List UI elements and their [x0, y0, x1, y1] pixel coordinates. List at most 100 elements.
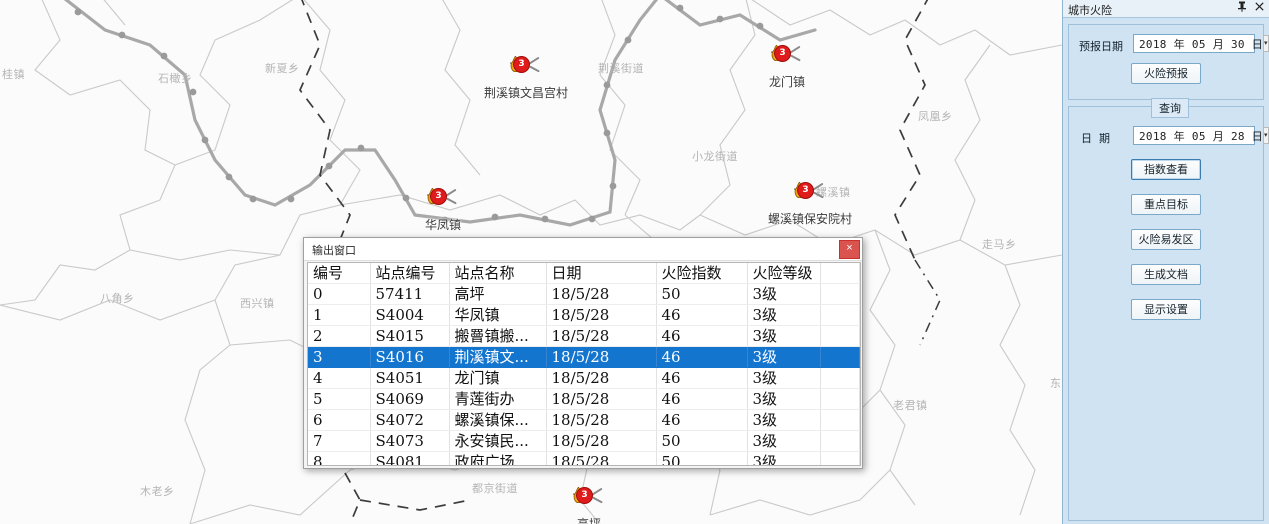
map-label: 石橄乡 [158, 72, 193, 85]
table-row[interactable]: 5 S4069 青莲街办 18/5/28 46 3级 [308, 388, 860, 410]
city-fire-risk-panel: 城市火险 预报日期 2018 [1062, 0, 1269, 524]
table-cell: 18/5/28 [546, 430, 657, 452]
table-cell: 3级 [747, 388, 821, 410]
table-cell [820, 367, 860, 389]
map-label: 荆溪街道 [598, 62, 644, 75]
table-cell: S4004 [370, 304, 450, 326]
table-cell: S4072 [370, 409, 450, 431]
map-label: 走马乡 [982, 238, 1017, 251]
table-cell: 7 [308, 430, 371, 452]
map-label: 螺溪镇 [816, 186, 851, 199]
table-cell: 57411 [370, 283, 450, 305]
table-cell: S4081 [370, 451, 450, 465]
table-cell [820, 346, 860, 368]
table-cell [820, 304, 860, 326]
table-cell: 火险指数 [656, 263, 748, 284]
fire-risk-marker[interactable]: 3 荆溪镇文昌宫村 [484, 56, 568, 101]
forecast-date-label: 预报日期 [1079, 40, 1123, 53]
chevron-down-icon[interactable]: ▾ [1263, 35, 1269, 52]
table-cell: 18/5/28 [546, 409, 657, 431]
fire-marker-glyph: 3 [426, 188, 460, 218]
fire-level-badge: 3 [774, 45, 791, 62]
table-cell: 46 [656, 388, 748, 410]
pin-icon[interactable] [1235, 1, 1249, 15]
close-icon[interactable] [1252, 1, 1266, 15]
query-button-3[interactable]: 生成文档 [1131, 264, 1201, 285]
table-row[interactable]: 1 S4004 华凤镇 18/5/28 46 3级 [308, 304, 860, 326]
fire-marker-label: 华凤镇 [424, 218, 461, 232]
table-cell: 8 [308, 451, 371, 465]
table-cell: 日期 [546, 263, 657, 284]
fire-risk-marker[interactable]: 3 高坪 [547, 487, 631, 524]
table-cell: 3级 [747, 283, 821, 305]
fire-level-badge: 3 [430, 188, 447, 205]
query-group-title: 查询 [1151, 98, 1189, 118]
table-header-row[interactable]: 编号 站点编号 站点名称 日期 火险指数 火险等级 [308, 263, 860, 284]
table-cell [820, 388, 860, 410]
table-cell: 4 [308, 367, 371, 389]
fire-level-badge: 3 [797, 182, 814, 199]
fire-marker-label: 荆溪镇文昌宫村 [484, 86, 569, 100]
fire-risk-marker[interactable]: 3 龙门镇 [745, 45, 829, 90]
fire-marker-label: 龙门镇 [768, 75, 805, 89]
fire-marker-glyph: 3 [793, 182, 827, 212]
table-cell: 46 [656, 325, 748, 347]
query-button-1[interactable]: 重点目标 [1131, 194, 1201, 215]
query-date-label: 日 期 [1081, 132, 1110, 145]
fire-risk-marker[interactable]: 3 螺溪镇保安院村 [768, 182, 852, 227]
table-cell: S4069 [370, 388, 450, 410]
query-button-2[interactable]: 火险易发区 [1131, 229, 1201, 250]
results-grid-container[interactable]: 编号 站点编号 站点名称 日期 火险指数 火险等级 0 57411 高坪 18/5/28 50 3级 1… [307, 262, 861, 466]
fire-risk-marker[interactable]: 3 华凤镇 [401, 188, 485, 233]
forecast-group: 预报日期 2018 年 05 月 30 日 ▾ 火险预报 [1068, 24, 1269, 100]
table-cell [820, 430, 860, 452]
table-row[interactable]: 2 S4015 搬罾镇搬... 18/5/28 46 3级 [308, 325, 860, 347]
fire-forecast-button[interactable]: 火险预报 [1131, 63, 1201, 84]
table-row[interactable]: 0 57411 高坪 18/5/28 50 3级 [308, 283, 860, 305]
table-cell: 18/5/28 [546, 346, 657, 368]
table-cell: 3级 [747, 409, 821, 431]
panel-title: 城市火险 [1068, 4, 1112, 17]
map-label: 小龙街道 [692, 150, 738, 163]
fire-marker-label: 螺溪镇保安院村 [768, 212, 853, 226]
table-cell: 青莲街办 [449, 388, 547, 410]
table-cell: 站点名称 [449, 263, 547, 284]
table-cell: 18/5/28 [546, 451, 657, 465]
table-row[interactable]: 8 S4081 政府广场 18/5/28 50 3级 [308, 451, 860, 465]
close-icon-glyph [1254, 2, 1264, 11]
output-window-titlebar[interactable]: 输出窗口 × [304, 238, 862, 261]
table-cell: 46 [656, 409, 748, 431]
map-label: 桂镇 [2, 68, 25, 81]
table-cell: 站点编号 [370, 263, 450, 284]
fire-risk-table: 编号 站点编号 站点名称 日期 火险指数 火险等级 0 57411 高坪 18/5/28 50 3级 1… [308, 263, 860, 465]
table-cell: 46 [656, 367, 748, 389]
table-cell: 龙门镇 [449, 367, 547, 389]
table-cell [820, 283, 860, 305]
chevron-down-icon[interactable]: ▾ [1263, 127, 1269, 144]
table-cell: 5 [308, 388, 371, 410]
table-cell: S4073 [370, 430, 450, 452]
table-cell: S4016 [370, 346, 450, 368]
query-button-4[interactable]: 显示设置 [1131, 299, 1201, 320]
table-row[interactable]: 3 S4016 荆溪镇文... 18/5/28 46 3级 [308, 346, 860, 368]
table-row[interactable]: 6 S4072 螺溪镇保... 18/5/28 46 3级 [308, 409, 860, 431]
panel-titlebar[interactable]: 城市火险 [1063, 0, 1269, 18]
output-window-title: 输出窗口 [312, 244, 356, 257]
forecast-date-input[interactable]: 2018 年 05 月 30 日 ▾ [1133, 34, 1269, 53]
table-cell: 50 [656, 430, 748, 452]
query-date-value: 2018 年 05 月 28 日 [1139, 129, 1264, 143]
close-button[interactable]: × [839, 240, 860, 259]
table-cell: 0 [308, 283, 371, 305]
table-cell: 18/5/28 [546, 304, 657, 326]
table-cell: 18/5/28 [546, 325, 657, 347]
table-row[interactable]: 4 S4051 龙门镇 18/5/28 46 3级 [308, 367, 860, 389]
query-button-0[interactable]: 指数查看 [1131, 159, 1201, 180]
table-cell [820, 263, 860, 284]
table-cell [820, 409, 860, 431]
table-cell: 18/5/28 [546, 367, 657, 389]
map-label: 东 [1050, 377, 1062, 390]
table-row[interactable]: 7 S4073 永安镇民... 18/5/28 50 3级 [308, 430, 860, 452]
query-date-input[interactable]: 2018 年 05 月 28 日 ▾ [1133, 126, 1269, 145]
output-window-dialog[interactable]: 输出窗口 × 编号 站点编号 站点名称 日期 火险指数 火险等级 0 57411 高坪 18/5/… [303, 237, 863, 469]
